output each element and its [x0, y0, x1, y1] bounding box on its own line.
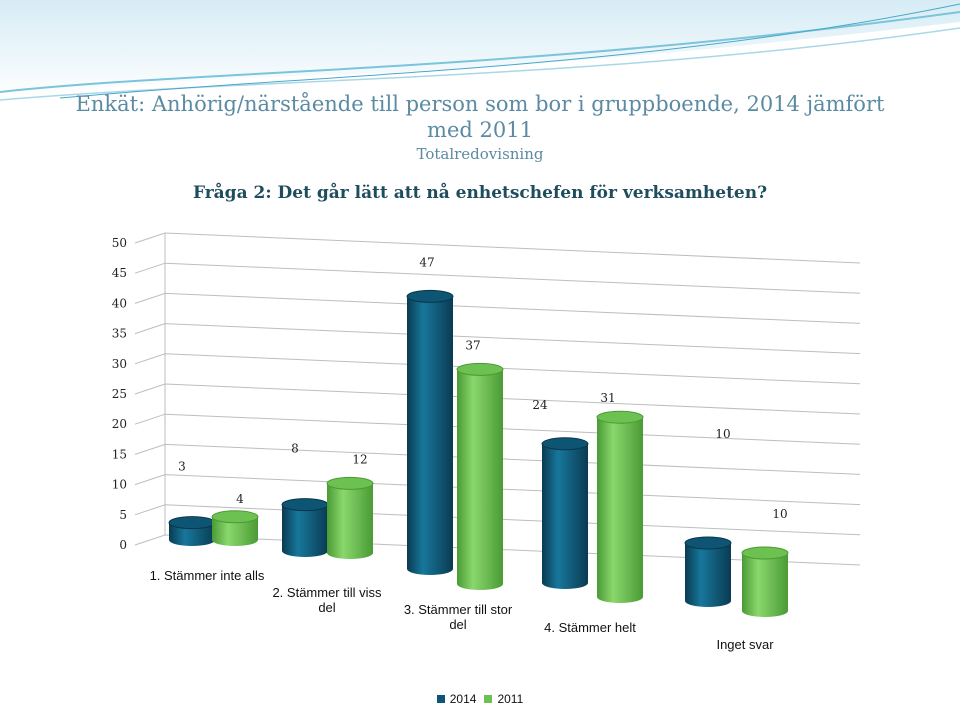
- x-category-label: Inget svar: [716, 637, 774, 652]
- y-tick-label: 10: [112, 478, 127, 492]
- bar: [684, 536, 732, 607]
- y-axis: 0 5 10 15 20 25 30 35 40 45 50: [112, 236, 127, 552]
- data-label: 47: [419, 255, 434, 269]
- data-label: 10: [772, 507, 787, 521]
- x-category-label: 3. Stämmer till stor del: [404, 602, 513, 632]
- y-tick-label: 0: [119, 538, 127, 552]
- data-label: 24: [532, 398, 548, 412]
- data-label: 10: [715, 427, 730, 441]
- y-tick-label: 45: [112, 266, 127, 280]
- bar: [406, 289, 454, 575]
- legend-swatch: [436, 695, 445, 703]
- question-heading: Fråga 2: Det går lätt att nå enhetschefe…: [192, 183, 768, 203]
- data-label: 8: [291, 442, 299, 456]
- bar: [741, 546, 789, 617]
- y-tick-label: 40: [112, 296, 127, 310]
- gridline: [134, 232, 861, 264]
- subtitle: Totalredovisning: [416, 145, 544, 163]
- data-labels: 3 8 47 24 10 4 12 37 31 10: [178, 255, 787, 521]
- y-tick-label: 50: [112, 236, 127, 250]
- bar: [281, 498, 329, 557]
- y-tick-label: 15: [112, 447, 127, 461]
- bar: [541, 437, 589, 589]
- legend-label: 2014: [449, 692, 477, 706]
- data-label: 4: [236, 492, 244, 506]
- gridline: [134, 323, 861, 355]
- bars: [168, 289, 789, 617]
- x-category-label: 2. Stämmer till viss del: [272, 585, 382, 615]
- bar: [326, 476, 374, 559]
- x-category-label: 4. Stämmer helt: [544, 620, 636, 635]
- x-category-label: 1. Stämmer inte alls: [150, 568, 265, 583]
- bar: [596, 410, 644, 603]
- legend-item: 2014: [436, 692, 477, 706]
- legend-item: 2011: [484, 692, 523, 706]
- title-line-1: Enkät: Anhörig/närstående till person so…: [75, 92, 885, 116]
- y-tick-label: 20: [112, 417, 127, 431]
- gridline: [134, 292, 861, 324]
- y-tick-label: 5: [119, 508, 127, 522]
- bar: [168, 516, 216, 546]
- y-tick-label: 25: [112, 387, 127, 401]
- data-label: 37: [465, 338, 480, 352]
- data-label: 12: [352, 452, 367, 466]
- bar: [456, 362, 504, 590]
- legend-swatch: [484, 695, 493, 703]
- legend-label: 2011: [497, 692, 524, 706]
- legend: 2014 2011: [0, 692, 960, 706]
- gridline: [134, 262, 861, 294]
- x-axis: 1. Stämmer inte alls 2. Stämmer till viss…: [150, 568, 775, 652]
- y-tick-label: 35: [112, 327, 127, 341]
- bar: [211, 510, 259, 546]
- data-label: 31: [600, 391, 615, 405]
- y-tick-label: 30: [112, 357, 127, 371]
- data-label: 3: [178, 460, 186, 474]
- title-line-2: med 2011: [427, 118, 533, 142]
- decorative-wave: [0, 0, 960, 101]
- bar-chart: 0 5 10 15 20 25 30 35 40 45 50 3 8 47 24 10 4 12 37 31 10 1…: [112, 232, 861, 652]
